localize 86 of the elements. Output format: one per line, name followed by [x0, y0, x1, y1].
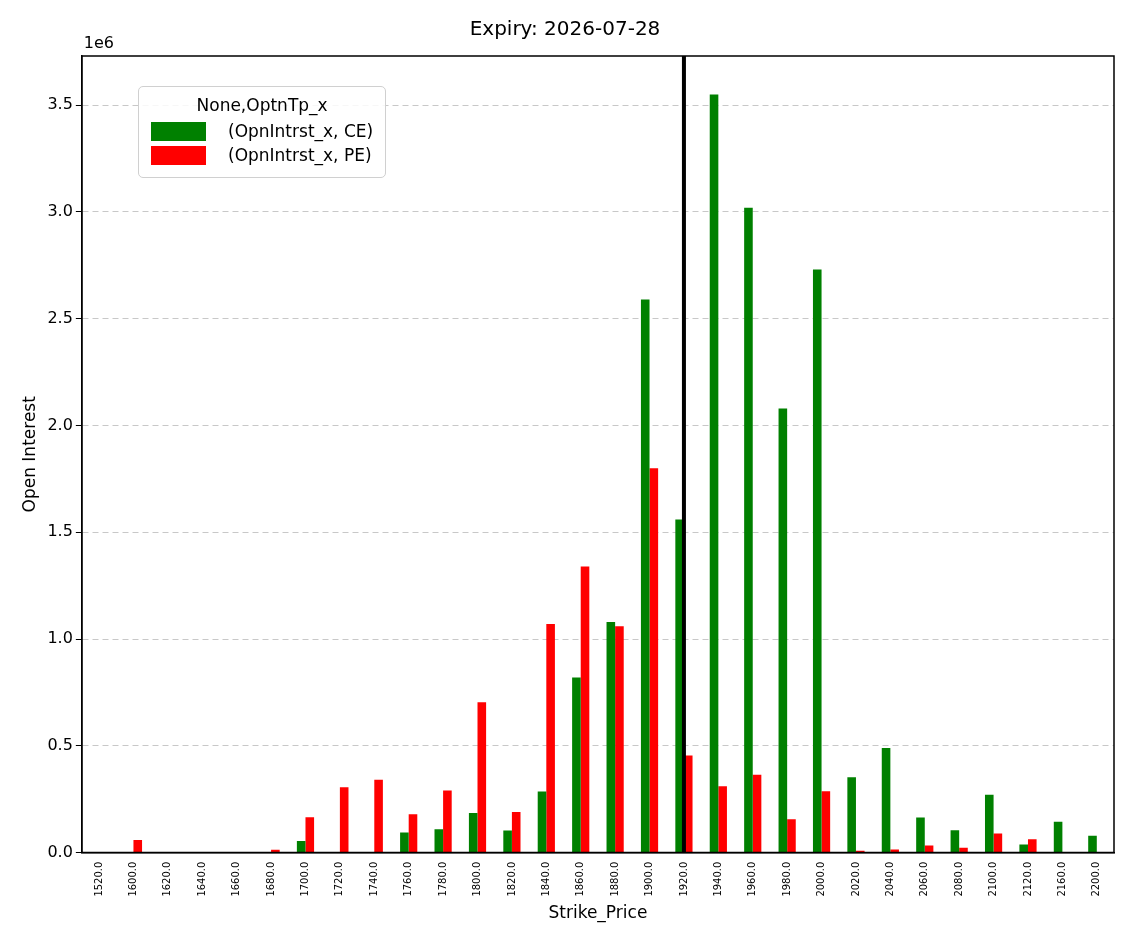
x-tick-label: 1620.0 — [161, 861, 173, 897]
y-tick-label: 0.5 — [47, 734, 73, 754]
x-tick-label: 1880.0 — [608, 861, 620, 897]
x-tick-label: 1700.0 — [299, 861, 311, 897]
bar — [1027, 839, 1037, 853]
x-tick-label: 1800.0 — [471, 861, 483, 897]
bar — [408, 814, 418, 853]
bar — [640, 299, 650, 853]
x-tick-label: 1900.0 — [643, 861, 655, 897]
bar — [1053, 821, 1063, 853]
bar — [477, 702, 487, 853]
y-tick-label: 2.0 — [47, 414, 73, 434]
x-tick-label: 1920.0 — [677, 861, 689, 897]
x-tick-label: 1840.0 — [539, 861, 551, 897]
x-tick-label: 1600.0 — [127, 861, 139, 897]
y-tick-label: 3.5 — [47, 94, 73, 114]
bar — [821, 791, 831, 853]
x-tick-label: 1680.0 — [264, 861, 276, 897]
x-axis-title: Strike_Price — [548, 902, 648, 924]
x-tick-label: 2160.0 — [1055, 861, 1067, 897]
bar — [503, 830, 512, 853]
bar — [847, 777, 856, 853]
y-tick-label: 2.5 — [47, 307, 73, 327]
y-tick-label: 1.5 — [47, 521, 73, 541]
bar — [400, 832, 409, 853]
bar — [984, 794, 994, 853]
bar — [606, 621, 616, 853]
x-tick-label: 2200.0 — [1090, 861, 1102, 897]
bar — [916, 817, 925, 853]
bar — [993, 833, 1003, 853]
bar — [296, 841, 306, 853]
bar — [133, 840, 143, 853]
x-tick-label: 1860.0 — [574, 861, 586, 897]
x-tick-label: 2060.0 — [918, 861, 930, 897]
bar — [718, 786, 727, 853]
bar — [339, 787, 349, 853]
y-tick-label: 0.0 — [47, 841, 73, 861]
bar — [1019, 844, 1028, 853]
chart-title: Expiry: 2026-07-28 — [469, 16, 661, 41]
bar — [778, 408, 788, 853]
legend-label: (OpnIntrst_x, PE) — [228, 145, 372, 165]
x-tick-label: 2080.0 — [952, 861, 964, 897]
bar — [787, 819, 796, 853]
bar — [546, 624, 555, 853]
bar — [709, 94, 719, 853]
bar — [881, 747, 891, 853]
bar — [1088, 835, 1097, 853]
bar — [271, 849, 280, 853]
x-tick-label: 2000.0 — [815, 861, 827, 897]
x-tick-label: 1640.0 — [195, 861, 207, 897]
bar — [572, 677, 581, 853]
bar — [752, 774, 762, 853]
bar — [537, 791, 547, 853]
y-axis-title: Open Interest — [18, 395, 39, 513]
x-tick-label: 2100.0 — [987, 861, 999, 897]
bar — [580, 566, 590, 853]
x-tick-label: 1940.0 — [711, 861, 723, 897]
bar — [812, 269, 822, 853]
y-tick-label: 3.0 — [47, 201, 73, 221]
bar — [950, 830, 960, 853]
x-tick-label: 1820.0 — [505, 861, 517, 897]
x-tick-label: 1660.0 — [230, 861, 242, 897]
legend-label: (OpnIntrst_x, CE) — [228, 121, 374, 141]
bar — [434, 829, 444, 853]
x-tick-label: 1980.0 — [780, 861, 792, 897]
x-tick-label: 1960.0 — [746, 861, 758, 897]
bar — [511, 812, 521, 853]
x-tick-label: 1780.0 — [436, 861, 448, 897]
x-tick-label: 1740.0 — [367, 861, 379, 897]
bar — [649, 468, 659, 853]
x-tick-label: 1720.0 — [333, 861, 345, 897]
x-tick-label: 2020.0 — [849, 861, 861, 897]
x-tick-label: 1760.0 — [402, 861, 414, 897]
x-tick-label: 2040.0 — [883, 861, 895, 897]
bar — [468, 813, 478, 853]
x-tick-label: 1520.0 — [92, 861, 104, 897]
bar — [959, 847, 968, 853]
bar — [443, 790, 452, 853]
y-tick-label: 1.0 — [47, 628, 73, 648]
text: 1e6 — [83, 33, 115, 53]
legend-title: None,OptnTp_x — [195, 95, 329, 115]
bar — [374, 779, 383, 853]
bar — [615, 626, 624, 853]
bar — [305, 817, 315, 853]
x-tick-label: 2120.0 — [1021, 861, 1033, 897]
bar — [744, 207, 753, 853]
